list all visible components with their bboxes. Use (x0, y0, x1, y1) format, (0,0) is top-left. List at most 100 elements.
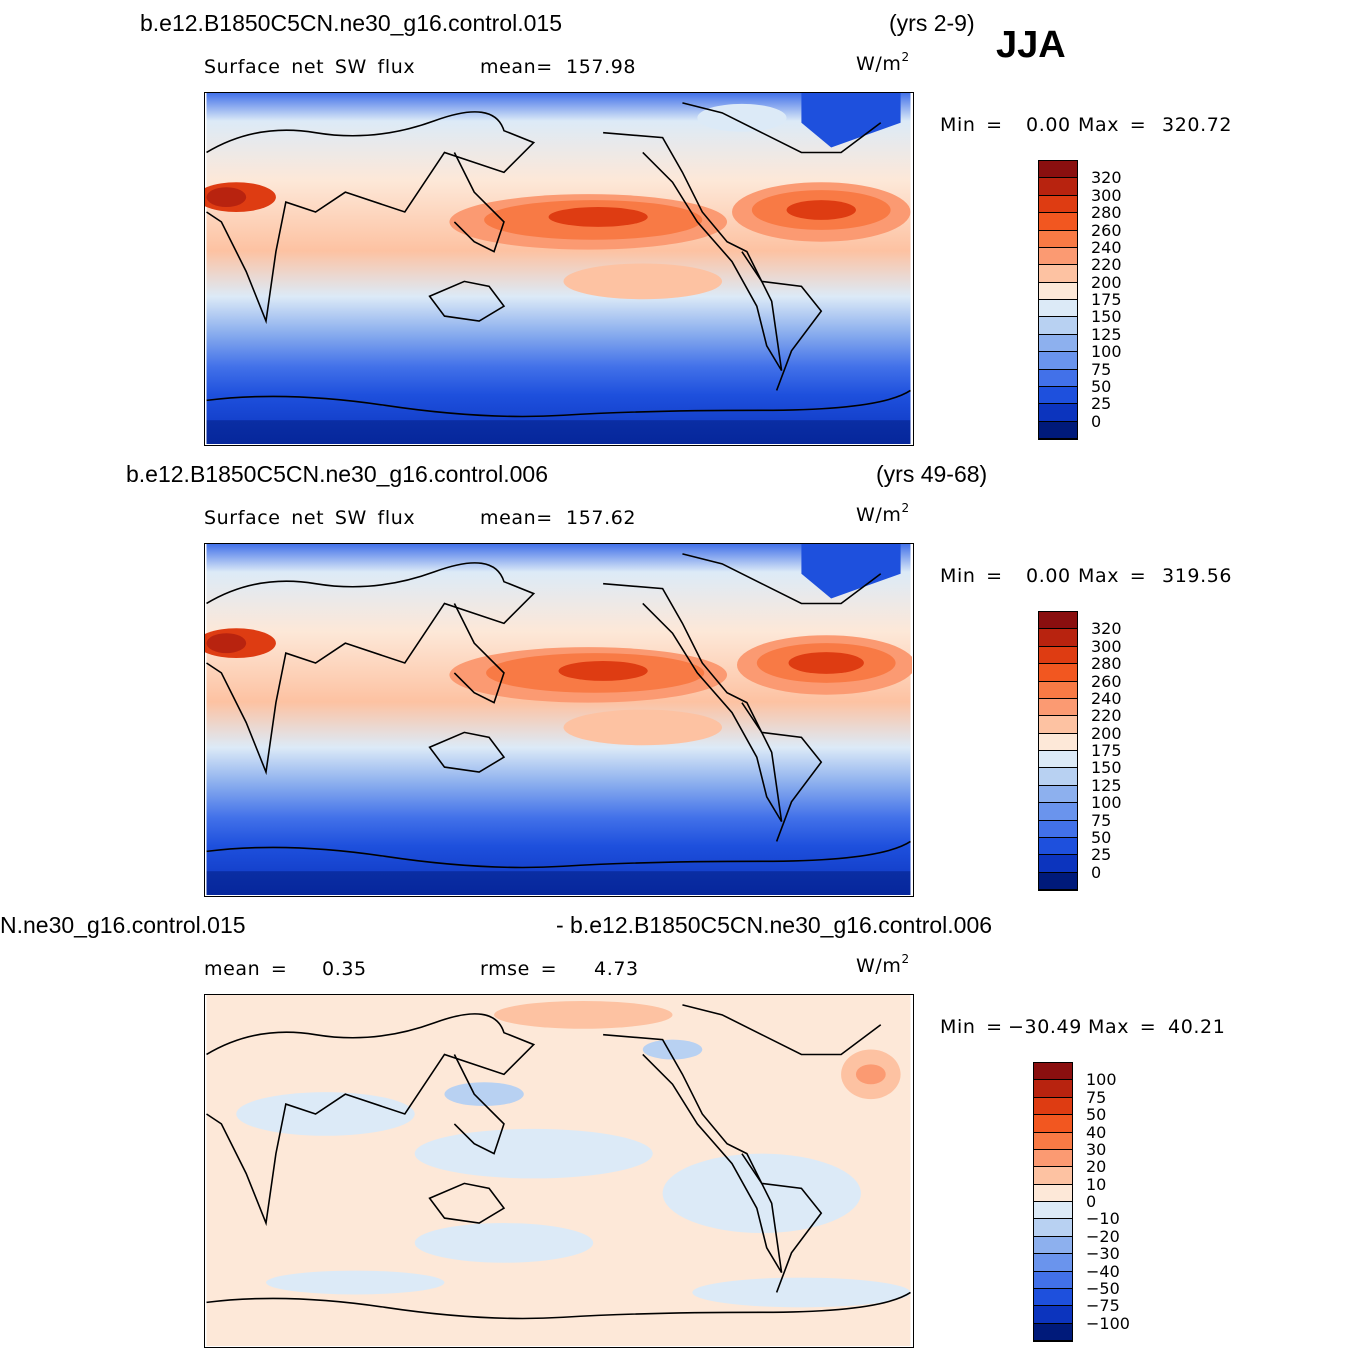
colorbar-swatch (1034, 1132, 1072, 1150)
colorbar-swatch (1039, 161, 1077, 179)
colorbar-tick-label: 280 (1091, 203, 1122, 223)
colorbar-tick-label: 30 (1086, 1139, 1107, 1159)
panel3-mean-label: mean = (204, 958, 288, 980)
panel1-colorbar (1038, 160, 1078, 440)
panel3-min-label: Min = (940, 1016, 1003, 1038)
colorbar-tick-label: 260 (1091, 220, 1122, 240)
colorbar-tick-label: 20 (1086, 1157, 1107, 1177)
colorbar-swatch (1039, 247, 1077, 266)
colorbar-swatch (1034, 1149, 1072, 1168)
colorbar-swatch (1039, 785, 1077, 804)
panel1-units: W/m2 (856, 50, 910, 75)
colorbar-swatch (1039, 352, 1077, 370)
colorbar-swatch (1039, 646, 1077, 665)
colorbar-tick-label: −50 (1086, 1278, 1120, 1298)
colorbar-swatch (1039, 265, 1077, 283)
colorbar-swatch (1039, 820, 1077, 838)
colorbar-tick-label: 300 (1091, 636, 1122, 656)
colorbar-swatch (1034, 1271, 1072, 1289)
colorbar-tick-label: 0 (1091, 411, 1102, 431)
colorbar-tick-label: 150 (1091, 758, 1122, 778)
panel3-rmse-value: 4.73 (594, 958, 639, 980)
colorbar-tick-label: 75 (1091, 359, 1112, 379)
colorbar-tick-label: 50 (1091, 376, 1112, 396)
colorbar-tick-label: 100 (1091, 793, 1122, 813)
colorbar-tick-label: 0 (1086, 1192, 1097, 1211)
colorbar-swatch (1039, 421, 1077, 439)
colorbar-tick-label: 10 (1086, 1174, 1107, 1194)
colorbar-tick-label: 300 (1091, 185, 1122, 205)
panel3-units: W/m2 (856, 952, 910, 977)
colorbar-swatch (1039, 612, 1077, 630)
panel2-min-label: Min = (940, 565, 1003, 587)
colorbar-tick-label: 175 (1091, 290, 1122, 309)
colorbar-tick-label: 260 (1091, 671, 1122, 691)
panel2-map (204, 543, 914, 897)
panel3-case-subtracted: - b.e12.B1850C5CN.ne30_g16.control.006 (556, 912, 993, 938)
season-title: JJA (996, 24, 1066, 66)
colorbar-swatch (1039, 664, 1077, 682)
panel2-years: (yrs 49-68) (876, 461, 988, 487)
colorbar-swatch (1039, 803, 1077, 821)
panel2-units: W/m2 (856, 501, 910, 526)
panel3-map (204, 994, 914, 1348)
colorbar-swatch (1034, 1254, 1072, 1272)
colorbar-swatch (1039, 404, 1077, 422)
colorbar-swatch (1034, 1063, 1072, 1081)
panel2-colorbar (1038, 611, 1078, 891)
panel2-case-title: b.e12.B1850C5CN.ne30_g16.control.006 (126, 461, 548, 487)
panel3-colorbar (1033, 1062, 1073, 1342)
panel1-max-label: Max = (1078, 114, 1147, 136)
colorbar-tick-label: 200 (1091, 272, 1122, 292)
colorbar-swatch (1034, 1184, 1072, 1202)
panel3-case-title: N.ne30_g16.control.015 (0, 912, 246, 938)
panel1-min-value: 0.00 (1026, 114, 1071, 136)
colorbar-tick-label: 320 (1091, 619, 1122, 639)
colorbar-tick-label: 320 (1091, 168, 1122, 188)
panel3-min-value: −30.49 (1008, 1016, 1082, 1038)
colorbar-tick-label: −10 (1086, 1209, 1120, 1229)
colorbar-swatch (1039, 837, 1077, 856)
colorbar-swatch (1039, 698, 1077, 717)
colorbar-swatch (1034, 1167, 1072, 1185)
colorbar-tick-label: 0 (1091, 862, 1102, 882)
panel1-mean-label: mean= (480, 56, 553, 78)
colorbar-tick-label: 50 (1086, 1105, 1107, 1125)
colorbar-tick-label: −40 (1086, 1261, 1120, 1281)
colorbar-tick-label: −75 (1086, 1296, 1120, 1316)
colorbar-tick-label: 240 (1091, 688, 1122, 708)
colorbar-swatch (1034, 1323, 1072, 1341)
panel1-case-title: b.e12.B1850C5CN.ne30_g16.control.015 (140, 10, 562, 36)
colorbar-swatch (1039, 386, 1077, 405)
panel1-min-label: Min = (940, 114, 1003, 136)
colorbar-swatch (1039, 195, 1077, 214)
colorbar-swatch (1039, 230, 1077, 248)
colorbar-swatch (1039, 751, 1077, 769)
colorbar-swatch (1034, 1097, 1072, 1116)
colorbar-tick-label: 100 (1091, 342, 1122, 362)
colorbar-swatch (1039, 629, 1077, 647)
colorbar-tick-label: 220 (1091, 706, 1122, 726)
panel3-max-label: Max = (1088, 1016, 1157, 1038)
panel2-mean-value: 157.62 (566, 507, 637, 529)
colorbar-tick-label: 220 (1091, 255, 1122, 275)
colorbar-tick-label: 40 (1086, 1122, 1107, 1142)
colorbar-swatch (1034, 1306, 1072, 1324)
colorbar-swatch (1034, 1202, 1072, 1220)
colorbar-swatch (1034, 1236, 1072, 1255)
panel2-max-label: Max = (1078, 565, 1147, 587)
colorbar-swatch (1039, 855, 1077, 873)
colorbar-tick-label: 100 (1086, 1070, 1117, 1090)
colorbar-swatch (1039, 334, 1077, 353)
colorbar-tick-label: 150 (1091, 307, 1122, 327)
colorbar-swatch (1039, 317, 1077, 335)
panel2-variable-label: Surface net SW flux (204, 507, 416, 529)
colorbar-swatch (1034, 1115, 1072, 1133)
panel1-max-value: 320.72 (1162, 114, 1233, 136)
panel2-mean-label: mean= (480, 507, 553, 529)
colorbar-swatch (1039, 681, 1077, 699)
panel1-years: (yrs 2-9) (889, 10, 975, 36)
colorbar-tick-label: 75 (1091, 810, 1112, 830)
colorbar-tick-label: −20 (1086, 1226, 1120, 1246)
colorbar-tick-label: 175 (1091, 741, 1122, 760)
